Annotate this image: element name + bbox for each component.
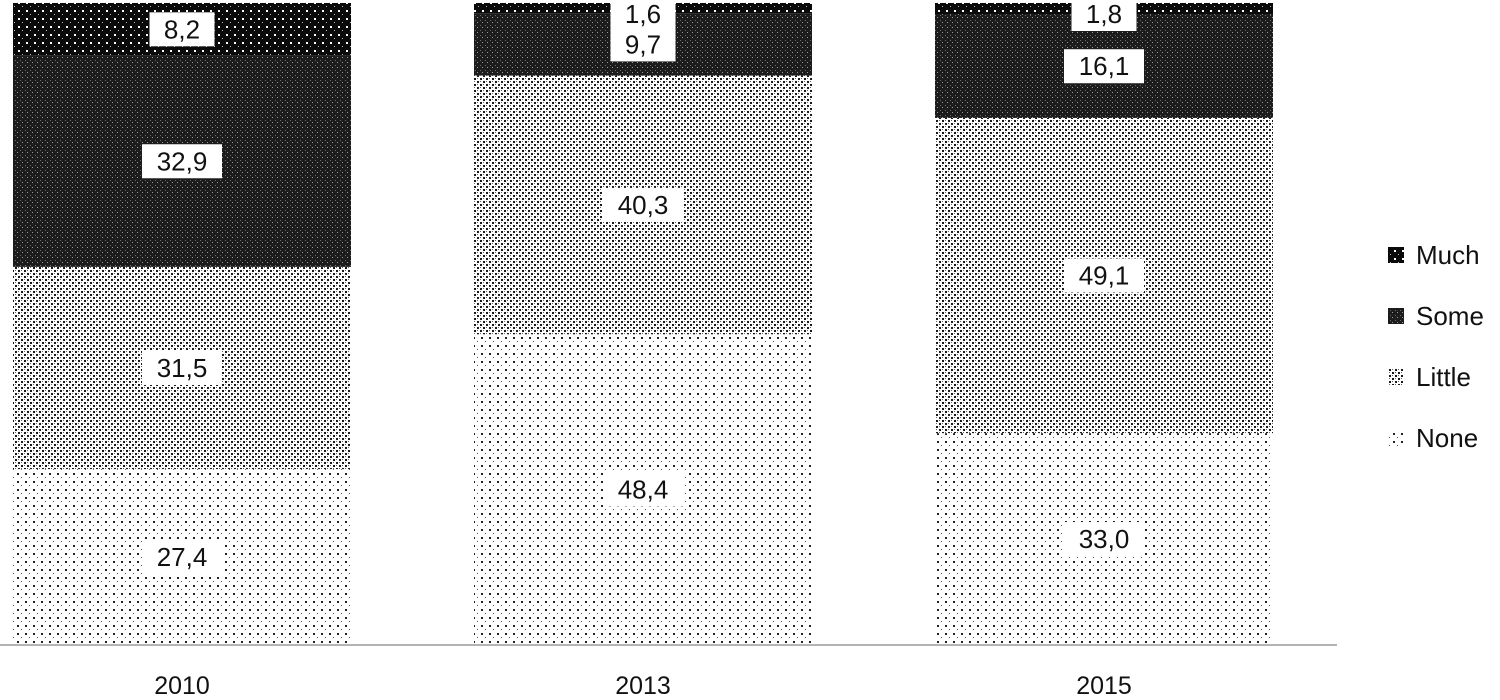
data-label-much-2013: 1,6 — [610, 0, 676, 31]
data-label-none-2010: 27,4 — [142, 540, 222, 575]
legend-swatch-much — [1388, 247, 1404, 263]
data-label-none-2015: 33,0 — [1064, 522, 1144, 557]
data-label-text: 48,4 — [618, 475, 669, 505]
data-label-text: 8,2 — [164, 14, 200, 44]
data-label-text: 40,3 — [618, 190, 669, 220]
data-label-some-2010: 32,9 — [142, 144, 222, 179]
data-label-text: 16,1 — [1079, 51, 1130, 81]
data-label-little-2015: 49,1 — [1064, 258, 1144, 293]
data-label-background — [142, 350, 222, 385]
data-label-background — [603, 187, 683, 222]
data-label-little-2010: 31,5 — [142, 350, 222, 385]
legend: Much Some Little None — [1388, 240, 1484, 453]
x-tick-labels: 2010 2013 2015 — [154, 672, 1132, 700]
data-label-background — [1064, 522, 1144, 557]
legend-swatch-none — [1388, 430, 1404, 446]
legend-item-none: None — [1388, 423, 1478, 453]
legend-swatch-some — [1388, 308, 1404, 324]
legend-item-little: Little — [1388, 362, 1471, 392]
legend-label-much: Much — [1416, 240, 1480, 270]
data-label-background — [1064, 49, 1144, 84]
legend-swatch-little — [1388, 369, 1404, 385]
data-label-background — [1064, 258, 1144, 293]
data-label-background — [610, 0, 676, 31]
legend-item-much: Much — [1388, 240, 1480, 270]
legend-label-none: None — [1416, 423, 1478, 453]
legend-item-some: Some — [1388, 301, 1484, 331]
data-label-none-2013: 48,4 — [603, 472, 683, 507]
x-tick-label-2015: 2015 — [1076, 672, 1132, 700]
legend-label-little: Little — [1416, 362, 1471, 392]
data-labels-layer: 27,4 31,5 32,9 8,2 48,4 40,3 9,71,6 33,0 49,1 16,… — [142, 0, 1144, 575]
data-label-text: 49,1 — [1079, 261, 1130, 291]
x-tick-label-2010: 2010 — [154, 672, 210, 700]
data-label-much-2015: 1,8 — [1071, 0, 1137, 31]
data-label-much-2010: 8,2 — [149, 12, 215, 47]
data-label-background — [149, 12, 215, 47]
data-label-some-2013: 9,7 — [610, 27, 676, 62]
data-label-some-2015: 16,1 — [1064, 49, 1144, 84]
data-label-background — [610, 27, 676, 62]
data-label-text: 27,4 — [157, 542, 208, 572]
data-label-background — [142, 540, 222, 575]
data-label-background — [142, 144, 222, 179]
data-label-background — [603, 472, 683, 507]
data-label-background — [1071, 0, 1137, 31]
legend-label-some: Some — [1416, 301, 1484, 331]
data-label-text: 32,9 — [157, 146, 208, 176]
data-label-text: 33,0 — [1079, 524, 1130, 554]
data-label-text: 31,5 — [157, 353, 208, 383]
data-label-text: 1,8 — [1086, 0, 1122, 29]
x-tick-label-2013: 2013 — [615, 672, 671, 700]
data-label-text: 1,6 — [625, 0, 661, 29]
data-label-text: 9,7 — [625, 29, 661, 59]
data-label-little-2013: 40,3 — [603, 187, 683, 222]
